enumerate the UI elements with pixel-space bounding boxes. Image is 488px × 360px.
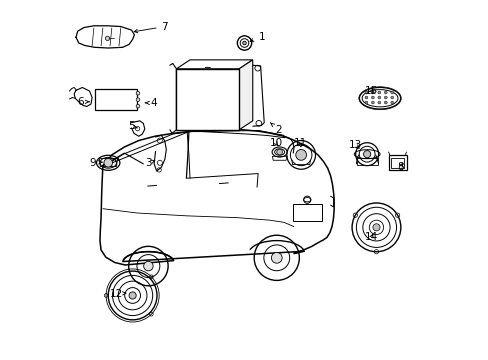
Circle shape (384, 101, 386, 104)
Text: 4: 4 (145, 98, 157, 108)
Ellipse shape (359, 87, 400, 109)
Text: 1: 1 (250, 32, 264, 42)
Text: 10: 10 (269, 139, 282, 148)
Text: 6: 6 (77, 97, 89, 107)
Bar (94, 89, 137, 110)
Circle shape (364, 101, 367, 104)
Circle shape (377, 96, 380, 99)
Circle shape (372, 224, 379, 231)
Polygon shape (239, 60, 252, 130)
Circle shape (143, 261, 153, 271)
Circle shape (364, 96, 367, 99)
Circle shape (390, 96, 393, 99)
Circle shape (129, 292, 136, 299)
Text: 7: 7 (134, 22, 168, 33)
Circle shape (136, 98, 140, 102)
Circle shape (384, 96, 386, 99)
Circle shape (371, 96, 373, 99)
Circle shape (271, 252, 282, 263)
Bar (357, 158, 378, 165)
Circle shape (384, 91, 386, 94)
Circle shape (390, 91, 393, 94)
Bar (388, 155, 407, 170)
Circle shape (136, 104, 140, 108)
Circle shape (136, 91, 140, 95)
Circle shape (242, 41, 246, 45)
Circle shape (377, 101, 380, 104)
Text: 15: 15 (365, 86, 378, 96)
Bar (390, 158, 404, 168)
Text: 9: 9 (90, 158, 102, 168)
Text: 3: 3 (145, 158, 155, 168)
Circle shape (295, 149, 306, 160)
Circle shape (377, 91, 380, 94)
Circle shape (371, 91, 373, 94)
Circle shape (364, 91, 367, 94)
Text: 5: 5 (128, 121, 137, 131)
Text: 13: 13 (347, 140, 361, 150)
Text: 12: 12 (109, 289, 126, 299)
Bar (292, 204, 321, 221)
Bar (176, 69, 239, 130)
Text: 11: 11 (293, 139, 306, 148)
Text: 2: 2 (270, 123, 281, 135)
Circle shape (104, 158, 112, 167)
Circle shape (363, 150, 370, 158)
Circle shape (276, 149, 282, 155)
Circle shape (105, 36, 109, 41)
Text: 8: 8 (396, 162, 403, 172)
Polygon shape (176, 60, 252, 69)
Circle shape (371, 101, 373, 104)
Circle shape (390, 101, 393, 104)
Text: 14: 14 (365, 232, 378, 242)
